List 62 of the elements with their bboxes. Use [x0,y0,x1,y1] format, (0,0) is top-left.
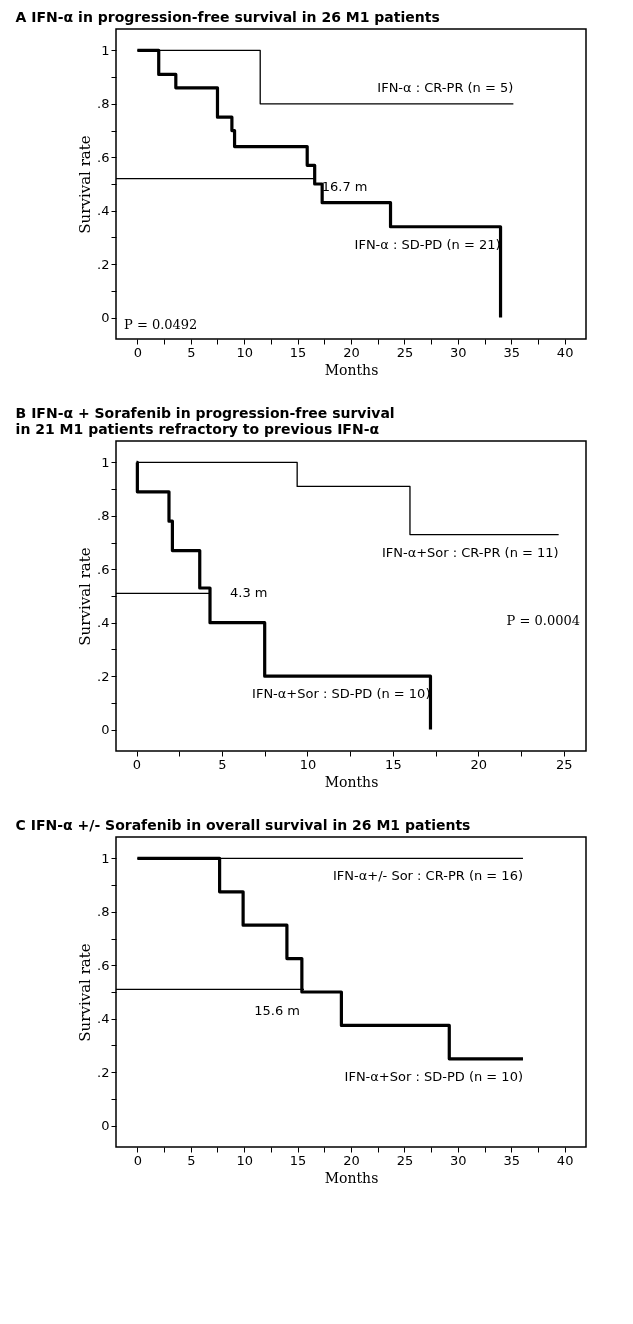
annotation: P = 0.0004 [506,612,580,628]
chart-title: A IFN-α in progression-free survival in 26 M1 patients [15,9,440,25]
x-axis-title: Months [324,1169,379,1186]
y-tick-label: 1 [101,454,110,470]
x-tick-label: 20 [470,756,488,772]
y-tick-label: 0 [101,722,110,738]
x-tick-label: 0 [133,1152,142,1168]
series-label: IFN-α+Sor : SD-PD (n = 10) [344,1068,523,1084]
series-label: IFN-α+Sor : CR-PR (n = 11) [381,544,559,560]
y-tick-label: .6 [97,149,110,165]
x-tick-label: 30 [450,344,467,360]
chart-title: B IFN-α + Sorafenib in progression-free survival in 21 M1 patients refractory to previous IFN-α [15,405,395,437]
y-tick-label: .8 [97,96,110,112]
x-tick-label: 10 [236,344,253,360]
x-tick-label: 0 [132,756,142,772]
y-tick-label: .2 [97,256,110,272]
series-label: IFN-α+/- Sor : CR-PR (n = 16) [333,868,523,884]
y-tick-label: .6 [97,561,110,577]
x-tick-label: 40 [556,1152,574,1168]
x-tick-label: 25 [396,344,414,360]
x-tick-label: 40 [556,344,574,360]
chart-title: C IFN-α +/- Sorafenib in overall survival in 26 M1 patients [15,817,471,833]
y-tick-label: 1 [101,850,110,866]
y-axis-title: Survival rate [76,943,95,1042]
annotation: 16.7 m [321,178,368,194]
annotation: P = 0.0492 [124,317,198,332]
x-tick-label: 10 [236,1152,253,1168]
y-tick-label: 0 [101,1118,110,1134]
y-tick-label: .4 [97,615,110,631]
x-tick-label: 0 [133,344,142,360]
series-label: IFN-α : SD-PD (n = 21) [354,236,501,252]
x-tick-label: 15 [289,344,307,360]
x-tick-label: 35 [503,344,520,360]
x-tick-label: 15 [289,1152,307,1168]
y-tick-label: .8 [97,904,110,920]
y-axis-title: Survival rate [76,547,95,646]
y-tick-label: 0 [101,310,110,326]
x-tick-label: 35 [503,1152,520,1168]
y-tick-label: 1 [101,42,110,58]
x-tick-label: 10 [299,756,317,772]
series-label: IFN-α+Sor : SD-PD (n = 10) [252,686,431,702]
series-label: IFN-α : CR-PR (n = 5) [377,79,514,95]
y-tick-label: .4 [97,1011,110,1027]
x-tick-label: 20 [343,344,360,360]
y-tick-label: .8 [97,508,110,524]
y-axis-title: Survival rate [76,135,95,234]
x-tick-label: 5 [218,756,227,772]
x-tick-label: 25 [396,1152,414,1168]
y-tick-label: .4 [97,203,110,219]
x-axis-title: Months [324,773,379,790]
x-tick-label: 5 [187,1152,196,1168]
x-tick-label: 30 [450,1152,467,1168]
y-tick-label: .2 [97,1064,110,1080]
x-tick-label: 20 [343,1152,360,1168]
x-tick-label: 15 [385,756,402,772]
x-tick-label: 25 [556,756,573,772]
y-tick-label: .2 [97,668,110,684]
annotation: 4.3 m [230,585,268,601]
x-tick-label: 5 [187,344,196,360]
y-tick-label: .6 [97,957,110,973]
annotation: 15.6 m [254,1003,300,1019]
x-axis-title: Months [324,361,379,378]
